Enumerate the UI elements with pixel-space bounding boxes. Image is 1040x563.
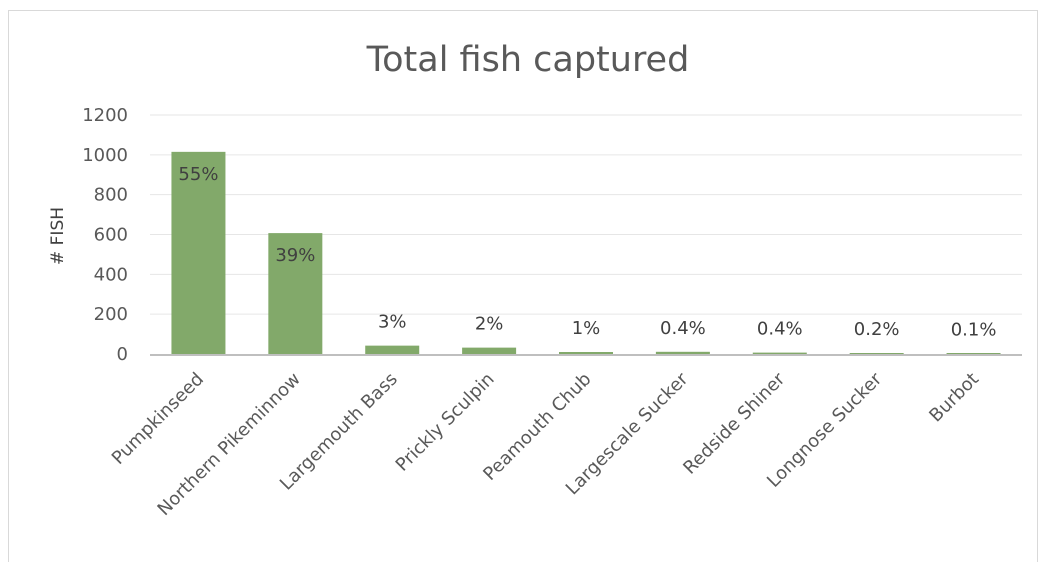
data-labels: 55% 39% 3% 2% 1% 0.4% 0.4% 0.2% 0.1% [178, 164, 996, 341]
bar [462, 347, 517, 354]
bars [171, 151, 1001, 354]
data-label: 3% [378, 312, 407, 333]
data-label: 2% [475, 314, 504, 335]
bar [171, 151, 226, 354]
chart-title: Total fish captured [366, 40, 690, 80]
data-label: 0.4% [757, 319, 803, 340]
data-label: 0.4% [660, 318, 706, 339]
data-label: 39% [275, 245, 315, 266]
bar [559, 352, 613, 354]
x-tick-label: Prickly Sculpin [392, 369, 499, 476]
data-label: 1% [572, 318, 601, 339]
bar [268, 233, 323, 354]
y-tick-label: 1000 [82, 145, 128, 166]
y-tick-label: 0 [117, 344, 128, 365]
bar [655, 351, 710, 354]
y-tick-label: 1200 [82, 105, 128, 126]
y-axis-label: # FISH [48, 207, 68, 265]
bar [849, 353, 904, 354]
bar [752, 352, 807, 354]
bar [365, 345, 420, 354]
y-tick-label: 800 [94, 185, 128, 206]
x-tick-label: Redside Shiner [679, 368, 789, 478]
y-tick-label: 600 [94, 225, 128, 246]
y-tick-label: 200 [94, 304, 128, 325]
bar [946, 353, 1001, 354]
y-tick-label: 400 [94, 264, 128, 285]
data-label: 55% [178, 164, 218, 185]
y-axis-ticks: 0 200 400 600 800 1000 1200 [82, 105, 128, 365]
data-label: 0.2% [854, 319, 900, 340]
data-label: 0.1% [951, 320, 997, 341]
x-tick-label: Burbot [925, 369, 983, 427]
x-tick-label: Pumpkinseed [108, 369, 208, 469]
